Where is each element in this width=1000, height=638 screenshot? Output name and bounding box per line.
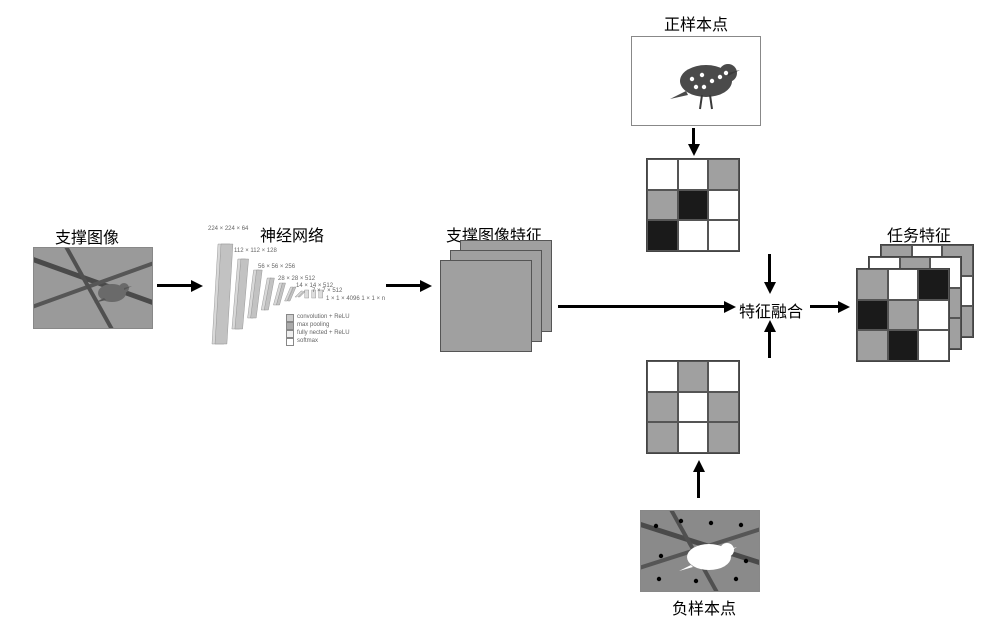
negative-grid <box>646 360 740 454</box>
support-image <box>33 247 153 329</box>
arrow-8 <box>810 305 840 308</box>
arrow-2-head <box>420 280 432 292</box>
cnn-dim-6: 1 × 1 × 4096 1 × 1 × n <box>326 296 385 302</box>
arrow-6 <box>768 330 771 358</box>
arrow-5 <box>768 254 771 284</box>
cnn-dim-2: 56 × 56 × 256 <box>258 264 295 270</box>
label-support-image: 支撑图像 <box>55 224 119 248</box>
neural-network-diagram: 224 × 224 × 64 112 × 112 × 128 56 × 56 ×… <box>208 230 388 360</box>
label-positive-points: 正样本点 <box>664 11 728 35</box>
cnn-dim-3: 28 × 28 × 512 <box>278 276 315 282</box>
label-feature-fusion: 特征融合 <box>739 298 803 322</box>
arrow-8-head <box>838 301 850 313</box>
arrow-5-head <box>764 282 776 294</box>
arrow-1-head <box>191 280 203 292</box>
positive-grid <box>646 158 740 252</box>
negative-sample-image <box>640 510 760 592</box>
task-feature-stack <box>856 244 976 364</box>
positive-sample-image <box>631 36 761 126</box>
arrow-3-head <box>724 301 736 313</box>
label-negative-points: 负样本点 <box>672 595 736 619</box>
label-task-features: 任务特征 <box>887 222 951 246</box>
cnn-dim-1: 112 × 112 × 128 <box>234 248 277 254</box>
arrow-2 <box>386 284 422 287</box>
arrow-1 <box>157 284 193 287</box>
arrow-4-head <box>688 144 700 156</box>
cnn-dim-0: 224 × 224 × 64 <box>208 226 248 232</box>
arrow-7 <box>697 470 700 498</box>
support-feature-stack <box>440 240 555 355</box>
arrow-6-head <box>764 320 776 332</box>
cnn-dim-5: 7 × 7 × 512 <box>312 288 342 294</box>
arrow-7-head <box>693 460 705 472</box>
arrow-3 <box>558 305 726 308</box>
cnn-legend: convolution + ReLU max pooling fully nec… <box>286 314 350 346</box>
